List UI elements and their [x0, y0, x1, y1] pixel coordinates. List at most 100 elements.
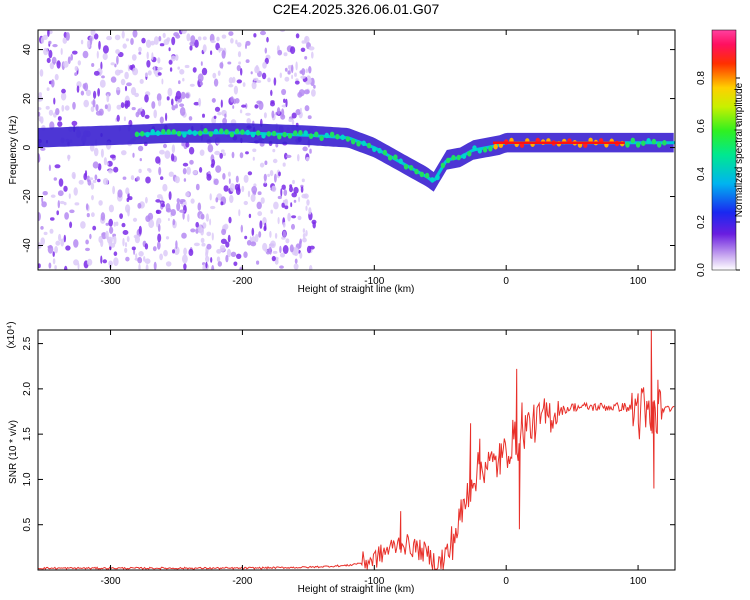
noise-point	[271, 255, 276, 262]
noise-point	[121, 150, 127, 156]
noise-point	[308, 66, 312, 74]
ridge-peak	[377, 147, 382, 154]
ridge-peak	[266, 131, 271, 137]
noise-point	[153, 36, 159, 45]
noise-point	[298, 196, 301, 203]
noise-point	[83, 99, 89, 108]
noise-point	[97, 178, 101, 183]
noise-point	[106, 103, 112, 112]
noise-point	[80, 39, 84, 45]
noise-point	[206, 173, 212, 181]
noise-point	[234, 183, 240, 191]
snr-y-axis-label: SNR (10 * v/v)	[8, 420, 19, 484]
spectrogram-frame	[37, 29, 676, 271]
noise-point	[237, 51, 242, 58]
noise-point	[192, 170, 198, 175]
noise-point	[130, 38, 134, 45]
noise-point	[280, 188, 283, 197]
noise-point	[164, 150, 171, 159]
noise-point	[223, 185, 229, 192]
noise-point	[233, 261, 238, 267]
noise-point	[216, 256, 221, 263]
noise-point	[236, 79, 242, 84]
ridge-peak	[145, 131, 150, 138]
noise-point	[188, 146, 195, 155]
noise-point	[144, 258, 151, 265]
noise-point	[211, 265, 215, 270]
noise-point	[126, 236, 130, 242]
noise-point	[60, 92, 67, 101]
noise-point	[252, 156, 255, 161]
noise-point	[72, 101, 76, 110]
noise-point	[77, 60, 82, 66]
noise-point	[182, 168, 187, 175]
noise-point	[151, 52, 154, 61]
noise-point	[185, 93, 190, 99]
noise-point	[212, 72, 217, 79]
noise-point	[73, 259, 79, 266]
noise-point	[102, 52, 108, 61]
noise-point	[124, 242, 128, 248]
noise-point	[97, 88, 100, 97]
noise-point	[130, 175, 135, 181]
noise-point	[195, 183, 200, 191]
noise-point	[270, 240, 276, 249]
noise-point	[126, 100, 131, 108]
ridge-peak	[261, 133, 266, 139]
noise-point	[299, 252, 303, 259]
noise-point	[105, 230, 109, 240]
noise-point	[264, 160, 268, 166]
noise-point	[268, 247, 272, 255]
noise-point	[90, 106, 95, 113]
noise-point	[180, 91, 186, 99]
noise-point	[137, 256, 143, 264]
noise-point	[179, 106, 186, 116]
noise-point	[63, 234, 66, 243]
noise-point	[241, 185, 245, 193]
noise-point	[243, 200, 248, 206]
ridge-peak	[287, 133, 293, 139]
noise-point	[242, 82, 246, 87]
ridge-peak	[182, 132, 187, 138]
noise-point	[121, 222, 126, 228]
noise-point	[248, 213, 252, 219]
noise-point	[52, 44, 58, 48]
noise-point	[294, 80, 300, 85]
noise-point	[98, 40, 101, 50]
noise-point	[257, 191, 262, 196]
noise-point	[261, 72, 267, 80]
noise-point	[236, 253, 242, 259]
noise-point	[262, 61, 267, 69]
noise-point	[148, 219, 155, 229]
ridge-peak	[324, 132, 329, 139]
noise-point	[58, 178, 64, 187]
ridge-peak	[646, 138, 651, 144]
noise-point	[264, 222, 267, 230]
noise-point	[121, 30, 125, 39]
noise-point	[125, 187, 130, 195]
noise-point	[259, 162, 265, 168]
x-tick-label: -300	[101, 276, 121, 287]
ridge-peak	[446, 157, 451, 164]
noise-point	[157, 72, 162, 76]
noise-point	[200, 61, 203, 66]
noise-point	[49, 228, 54, 234]
noise-point	[38, 107, 42, 111]
noise-point	[115, 221, 119, 227]
noise-point	[95, 110, 102, 116]
noise-point	[228, 178, 231, 185]
noise-point	[122, 43, 127, 49]
noise-point	[297, 154, 300, 162]
noise-point	[159, 116, 164, 124]
noise-point	[109, 245, 112, 251]
ridge-peak	[208, 131, 213, 137]
noise-point	[64, 265, 68, 270]
noise-point	[198, 97, 202, 107]
noise-point	[40, 36, 45, 44]
noise-point	[156, 217, 162, 225]
ridge-peak	[477, 148, 482, 154]
noise-point	[200, 213, 205, 220]
ridge-peak	[393, 154, 398, 160]
noise-point	[107, 160, 113, 167]
